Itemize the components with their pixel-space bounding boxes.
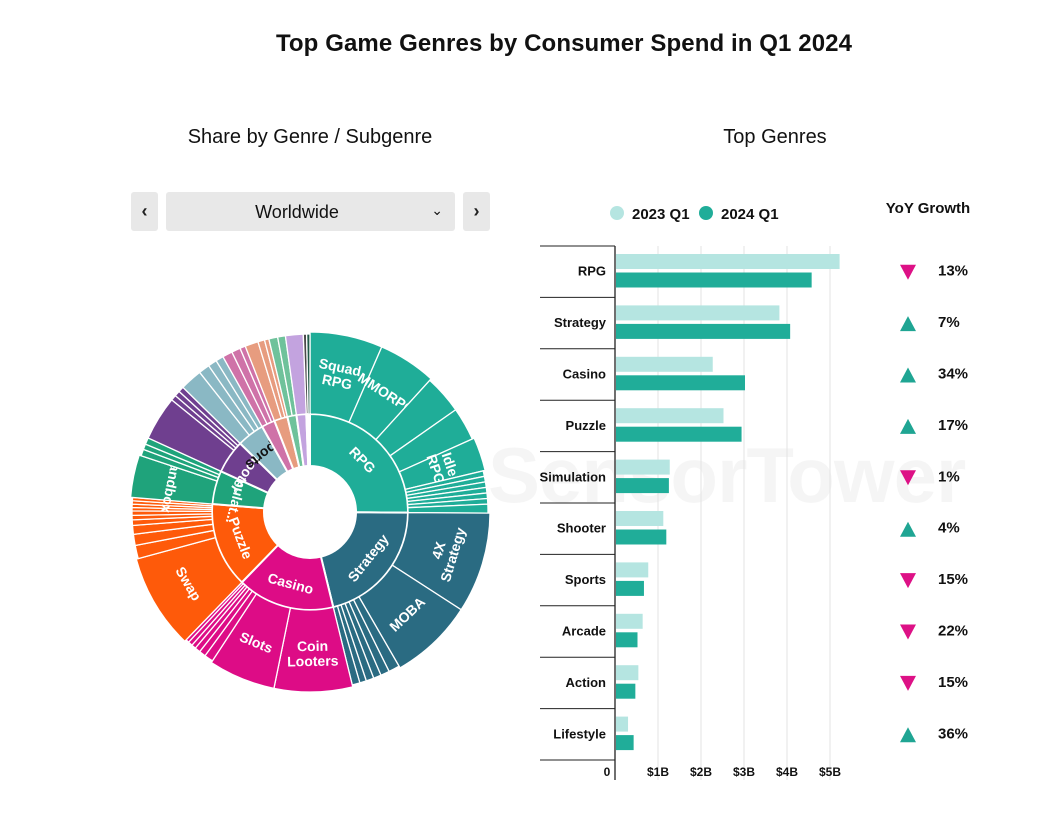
yoy-growth-value: 34% [938, 366, 968, 383]
bar-casino-2024-q1[interactable] [616, 375, 745, 391]
category-label-action: Action [566, 675, 607, 690]
chevron-right-icon: › [473, 201, 480, 221]
chevron-left-icon: ‹ [141, 201, 148, 221]
up-triangle-icon [900, 521, 916, 537]
x-tick-label: $4B [776, 765, 798, 779]
subgenre-label: CoinLooters [287, 637, 339, 669]
page-title: Top Game Genres by Consumer Spend in Q1 … [275, 30, 853, 57]
yoy-growth-header: YoY Growth [886, 200, 970, 217]
category-label-puzzle: Puzzle [566, 418, 606, 433]
category-label-shooter: Shooter [557, 521, 606, 536]
bar-puzzle-2024-q1[interactable] [616, 426, 742, 442]
category-label-casino: Casino [563, 367, 606, 382]
up-triangle-icon [900, 418, 916, 434]
x-tick-label: $2B [690, 765, 712, 779]
down-triangle-icon [900, 264, 916, 280]
yoy-growth-value: 13% [938, 263, 968, 280]
bar-simulation-2024-q1[interactable] [616, 478, 669, 494]
bar-arcade-2024-q1[interactable] [616, 632, 638, 648]
legend-label-2023-q1: 2023 Q1 [632, 206, 690, 223]
bar-rpg-2023-q1[interactable] [616, 254, 840, 269]
bar-action-2023-q1[interactable] [616, 665, 639, 681]
next-region-button[interactable]: › [463, 192, 490, 231]
yoy-growth-value: 17% [938, 417, 968, 434]
subgenre-label: IdleRPG [423, 447, 462, 486]
x-tick-label: 0 [604, 765, 611, 779]
bar-lifestyle-2024-q1[interactable] [616, 735, 634, 751]
bar-rpg-2024-q1[interactable] [616, 272, 812, 288]
down-triangle-icon [900, 624, 916, 640]
bar-simulation-2023-q1[interactable] [616, 459, 670, 475]
bar-chart-subtitle: Top Genres [723, 126, 827, 148]
x-tick-label: $3B [733, 765, 755, 779]
bar-casino-2023-q1[interactable] [616, 356, 713, 372]
bar-shooter-2023-q1[interactable] [616, 511, 664, 526]
previous-region-button[interactable]: ‹ [131, 192, 158, 231]
bar-puzzle-2023-q1[interactable] [616, 408, 724, 424]
category-label-sports: Sports [565, 572, 606, 587]
yoy-growth-value: 36% [938, 725, 968, 742]
bar-shooter-2024-q1[interactable] [616, 529, 667, 545]
subgenre-slice-other-12-0[interactable] [305, 333, 311, 415]
down-triangle-icon [900, 675, 916, 691]
down-triangle-icon [900, 470, 916, 486]
bar-strategy-2024-q1[interactable] [616, 323, 791, 339]
bar-sports-2024-q1[interactable] [616, 580, 644, 596]
bar-lifestyle-2023-q1[interactable] [616, 716, 629, 732]
bar-sports-2023-q1[interactable] [616, 562, 649, 578]
down-triangle-icon [900, 573, 916, 589]
x-tick-label: $5B [819, 765, 841, 779]
yoy-growth-value: 22% [938, 623, 968, 640]
legend-marker-2023-q1 [610, 206, 624, 220]
category-label-lifestyle: Lifestyle [553, 726, 606, 741]
region-dropdown-value: Worldwide [255, 202, 339, 222]
legend-marker-2024-q1 [699, 206, 713, 220]
yoy-growth-value: 7% [938, 314, 960, 331]
subgenre-slice-moba[interactable] [358, 564, 463, 669]
legend-label-2024-q1: 2024 Q1 [721, 206, 779, 223]
yoy-growth-value: 15% [938, 674, 968, 691]
category-label-arcade: Arcade [562, 624, 606, 639]
category-label-simulation: Simulation [540, 469, 607, 484]
x-tick-label: $1B [647, 765, 669, 779]
yoy-growth-value: 4% [938, 520, 960, 537]
sunburst-subtitle: Share by Genre / Subgenre [187, 126, 433, 148]
subgenre-slice-mmorpg[interactable] [348, 346, 433, 441]
subgenre-slice-swap[interactable] [135, 536, 243, 643]
chevron-down-icon: ⌄ [431, 202, 443, 218]
up-triangle-icon [900, 367, 916, 383]
bar-strategy-2023-q1[interactable] [616, 305, 780, 321]
bar-action-2024-q1[interactable] [616, 683, 636, 699]
bar-arcade-2023-q1[interactable] [616, 613, 643, 629]
category-label-strategy: Strategy [554, 315, 607, 330]
yoy-growth-value: 1% [938, 468, 960, 485]
region-dropdown[interactable]: Worldwide ⌄ [166, 192, 455, 231]
up-triangle-icon [900, 316, 916, 332]
up-triangle-icon [900, 727, 916, 743]
yoy-growth-value: 15% [938, 571, 968, 588]
category-label-rpg: RPG [578, 264, 606, 279]
subgenre-slice-slots[interactable] [210, 593, 292, 690]
